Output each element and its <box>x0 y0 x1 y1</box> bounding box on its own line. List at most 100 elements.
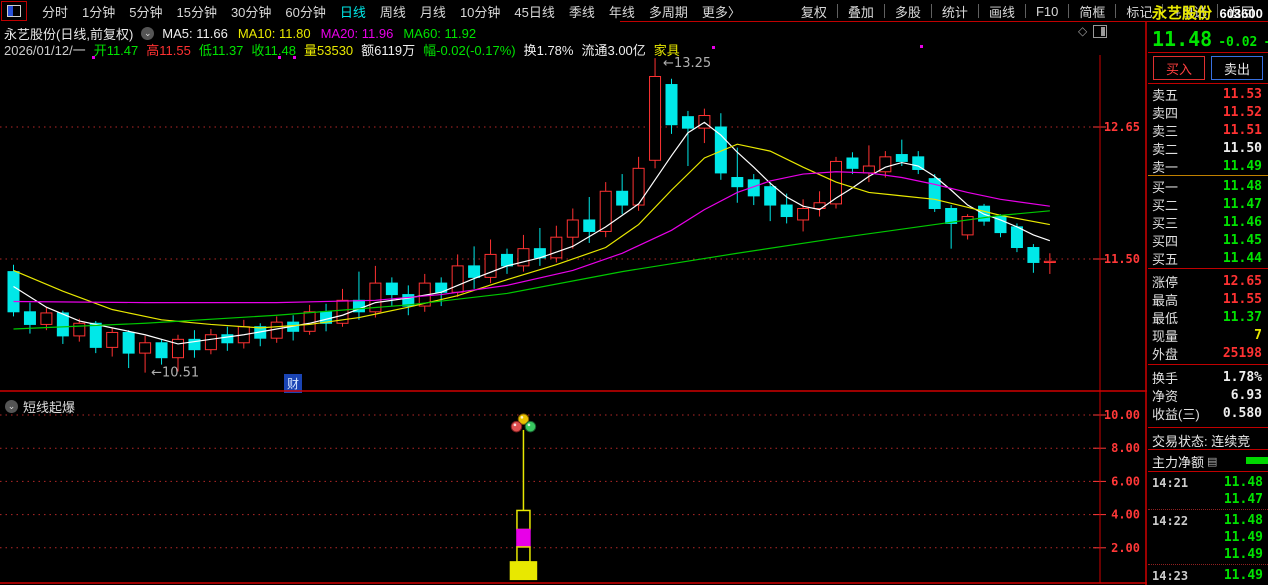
candlestick-chart[interactable]: 12.65 11.50 10.00 8.00 6.00 4.00 2.00 ←13.25 ←10… <box>0 22 1147 585</box>
quote-info-item-3: 低11.37 <box>198 43 244 58</box>
chevron-down-icon[interactable]: ⌄ <box>141 27 155 40</box>
quote-info-item-7: 幅-0.02(-0.17%) <box>423 43 516 58</box>
main-net-label: 主力净额 <box>1152 455 1205 470</box>
timeframe-多周期[interactable]: 多周期 <box>648 4 688 20</box>
timeframe-5分钟[interactable]: 5分钟 <box>129 4 163 20</box>
candle-body <box>172 338 184 359</box>
diamond-icon[interactable]: ◇ <box>1078 24 1088 38</box>
tick-divider <box>1148 509 1268 511</box>
bid-level-value: 11.45 <box>1222 232 1262 248</box>
stat-row[interactable]: 最低 11.37 <box>1148 308 1268 326</box>
tool-统计[interactable]: 统计 <box>941 4 968 20</box>
tool-多股[interactable]: 多股 <box>894 4 921 20</box>
indicator-axis-label: 6.00 <box>1111 474 1140 488</box>
candle-body <box>385 282 398 296</box>
ask-level-value: 11.49 <box>1222 158 1262 174</box>
timeframe-10分钟[interactable]: 10分钟 <box>459 4 501 20</box>
list-icon[interactable]: ▤ <box>1207 456 1218 468</box>
timeframe-30分钟[interactable]: 30分钟 <box>230 4 272 20</box>
stat-row[interactable]: 收益(三) 0.580 <box>1148 404 1268 422</box>
tick-time: 14:22 <box>1152 513 1189 528</box>
ask-level[interactable]: 卖三 11.51 <box>1148 121 1268 139</box>
tool-返回[interactable]: 返回 <box>1227 4 1254 20</box>
bid-level[interactable]: 买四 11.45 <box>1148 231 1268 249</box>
stat-row[interactable]: 涨停 12.65 <box>1148 272 1268 290</box>
ask-level[interactable]: 卖五 11.53 <box>1148 85 1268 103</box>
signal-ball-highlight <box>527 423 531 427</box>
tick-price: 11.49 <box>1223 547 1263 562</box>
daily-quote-line: 2026/01/12/一 开11.47 高11.55 低11.37 收11.48 量535… <box>4 40 680 59</box>
timeframe-分时[interactable]: 分时 <box>42 4 69 20</box>
tick-row: 11.47 <box>1148 491 1268 508</box>
ask-level-label: 卖二 <box>1152 141 1179 157</box>
timeframe-年线[interactable]: 年线 <box>608 4 635 20</box>
bid-level[interactable]: 买一 11.48 <box>1148 177 1268 195</box>
sell-button[interactable]: 卖出 <box>1211 56 1263 80</box>
ask-level[interactable]: 卖一 11.49 <box>1148 157 1268 175</box>
net-inflow-bar <box>1246 457 1268 464</box>
tool-separator <box>1068 4 1070 18</box>
sub-indicator-label: ⌄ 短线起爆 <box>5 397 75 416</box>
chart-title: 永艺股份(日线,前复权) <box>4 27 134 42</box>
stat-row-value: 6.93 <box>1230 387 1262 403</box>
timeframe-季线[interactable]: 季线 <box>568 4 595 20</box>
stat-row[interactable]: 外盘 25198 <box>1148 344 1268 362</box>
magenta-dot-marker <box>293 56 296 59</box>
ma-value-undefined: MA60: 11.92 <box>403 26 477 41</box>
stat-row[interactable]: 净资 6.93 <box>1148 386 1268 404</box>
stat-row[interactable]: 换手 1.78% <box>1148 368 1268 386</box>
chart-corner-icons: ◇ <box>1078 24 1108 38</box>
tool-复权[interactable]: 复权 <box>800 4 827 20</box>
indicator-axis-label: 10.00 <box>1104 408 1140 422</box>
signal-ball-highlight <box>513 423 517 427</box>
timeframe-60分钟[interactable]: 60分钟 <box>285 4 326 20</box>
timeframe-15分钟[interactable]: 15分钟 <box>176 4 217 20</box>
candle-body <box>336 299 349 324</box>
stat-row-value: 1.78% <box>1222 369 1262 385</box>
signal-ball-highlight <box>520 416 524 419</box>
ask-level-value: 11.50 <box>1222 140 1262 156</box>
sidebar-divider <box>1148 427 1268 428</box>
tool-简框[interactable]: 简框 <box>1079 4 1106 20</box>
layout-icon[interactable] <box>1 1 27 21</box>
split-panel-icon[interactable] <box>1093 24 1108 38</box>
tick-price: 11.48 <box>1223 475 1263 490</box>
stat-row[interactable]: 现量 7 <box>1148 326 1268 344</box>
news-badge-text: 财 <box>287 377 299 391</box>
stat-row[interactable]: 最高 11.55 <box>1148 290 1268 308</box>
tool-F10[interactable]: F10 <box>1035 3 1059 19</box>
tool-画线[interactable]: 画线 <box>988 4 1015 20</box>
chevron-down-icon[interactable]: ⌄ <box>5 400 18 413</box>
tool-separator <box>836 4 838 18</box>
timeframe-月线[interactable]: 月线 <box>419 4 446 20</box>
signal-ball <box>524 420 537 433</box>
candle-body <box>961 216 974 236</box>
timeframe-日线[interactable]: 日线 <box>339 4 366 20</box>
candle-body <box>1043 260 1056 263</box>
ask-level[interactable]: 卖四 11.52 <box>1148 103 1268 121</box>
bid-level[interactable]: 买五 11.44 <box>1148 249 1268 267</box>
tool-separator <box>977 4 979 18</box>
quote-info-item-1: 开11.47 <box>93 43 139 58</box>
timeframe-更多〉[interactable]: 更多〉 <box>701 4 741 20</box>
tool-+自选[interactable]: +自选 <box>1173 4 1207 20</box>
tool-叠加[interactable]: 叠加 <box>847 4 874 20</box>
timeframe-45日线[interactable]: 45日线 <box>514 4 555 20</box>
price-axis-label: 12.65 <box>1104 120 1140 134</box>
price-annotation: ←10.51 <box>151 366 199 381</box>
sidebar-divider <box>1148 471 1268 472</box>
bid-level[interactable]: 买二 11.47 <box>1148 195 1268 213</box>
candle-body <box>517 248 530 267</box>
bid-level[interactable]: 买三 11.46 <box>1148 213 1268 231</box>
bid-level-value: 11.44 <box>1222 250 1262 266</box>
trade-buttons: 买入 卖出 <box>1148 56 1268 80</box>
ask-level[interactable]: 卖二 11.50 <box>1148 139 1268 157</box>
stat-row-label: 最高 <box>1152 292 1179 308</box>
timeframe-1分钟[interactable]: 1分钟 <box>82 4 116 20</box>
timeframe-周线[interactable]: 周线 <box>379 4 406 20</box>
sidebar-divider <box>1148 449 1268 450</box>
buy-button[interactable]: 买入 <box>1153 56 1205 80</box>
tool-标记[interactable]: 标记 <box>1126 4 1153 20</box>
chart-title-line: 永艺股份(日线,前复权) ⌄ MA5: 11.66 MA10: 11.80 MA20… <box>4 24 476 43</box>
bid-level-value: 11.47 <box>1222 196 1262 212</box>
